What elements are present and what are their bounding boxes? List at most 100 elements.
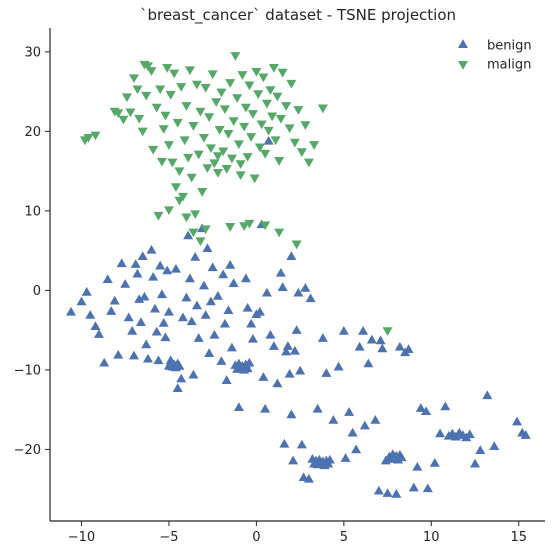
- malign-point: [265, 86, 276, 95]
- benign-point: [512, 416, 523, 426]
- malign-point: [221, 164, 232, 174]
- benign-point: [435, 428, 446, 438]
- benign-point: [246, 318, 257, 328]
- benign-point: [375, 335, 386, 345]
- benign-point: [165, 355, 176, 365]
- benign-point: [421, 406, 432, 416]
- benign-point: [113, 349, 124, 359]
- benign-point: [268, 341, 279, 350]
- benign-point: [65, 306, 76, 316]
- y-tick-label: 0: [33, 284, 41, 299]
- benign-point: [90, 321, 101, 330]
- benign-point: [344, 407, 355, 416]
- malign-point: [382, 327, 393, 336]
- malign-point: [219, 105, 230, 115]
- legend-label-benign: benign: [487, 39, 532, 54]
- benign-point: [281, 346, 292, 356]
- malign-point: [193, 150, 204, 160]
- benign-point: [415, 403, 426, 412]
- benign-point: [221, 375, 232, 385]
- benign-point: [225, 260, 236, 269]
- malign-point: [195, 237, 206, 247]
- x-axis-ticks: −10 −5 0 5 10 15: [68, 521, 527, 545]
- benign-point: [370, 415, 381, 424]
- y-tick-label: −10: [14, 363, 41, 378]
- malign-point: [256, 120, 267, 130]
- benign-point: [134, 294, 145, 303]
- malign-point: [237, 71, 248, 80]
- malign-point: [190, 210, 201, 220]
- benign-point: [85, 310, 96, 319]
- malign-point: [163, 206, 174, 216]
- benign-point: [141, 339, 152, 349]
- malign-point: [200, 225, 211, 235]
- malign-point: [253, 90, 264, 99]
- malign-point: [286, 79, 297, 89]
- benign-point: [130, 259, 141, 268]
- malign-point: [211, 98, 222, 107]
- malign-point: [214, 126, 225, 135]
- malign-point: [235, 171, 246, 181]
- benign-point: [176, 373, 187, 383]
- malign-point: [223, 130, 234, 139]
- x-tick-label: −5: [159, 530, 178, 545]
- benign-point: [156, 289, 167, 299]
- benign-point: [202, 243, 213, 253]
- benign-point: [219, 318, 230, 328]
- benign-point: [354, 341, 365, 351]
- malign-point: [244, 219, 255, 229]
- malign-point: [174, 167, 185, 177]
- malign-point: [239, 222, 250, 231]
- benign-point: [148, 271, 159, 281]
- y-tick-label: 20: [24, 125, 41, 140]
- benign-point: [358, 326, 369, 335]
- benign-point: [520, 430, 531, 439]
- malign-point: [181, 213, 192, 223]
- malign-point: [272, 92, 283, 102]
- malign-point: [172, 118, 183, 128]
- malign-point: [160, 111, 171, 121]
- benign-point: [212, 291, 223, 300]
- legend-marker-benign: [458, 39, 468, 48]
- benign-point: [177, 312, 188, 322]
- malign-point: [183, 153, 194, 163]
- benign-point: [429, 458, 440, 467]
- benign-point: [155, 260, 166, 270]
- benign-point: [366, 334, 377, 344]
- malign-point: [218, 147, 229, 157]
- malign-point: [230, 52, 241, 61]
- benign-point: [204, 348, 215, 357]
- benign-point: [76, 296, 87, 306]
- benign-point: [116, 258, 127, 268]
- malign-point: [162, 64, 173, 73]
- malign-point: [235, 160, 246, 169]
- malign-point: [134, 114, 145, 124]
- benign-point: [226, 342, 237, 352]
- malign-point: [275, 114, 286, 124]
- malign-point: [184, 66, 195, 76]
- benign-point: [265, 329, 276, 339]
- malign-point: [197, 188, 208, 197]
- benign-point: [193, 333, 204, 342]
- malign-point: [239, 122, 250, 132]
- benign-point: [228, 278, 239, 287]
- benign-point: [347, 427, 358, 437]
- malign-point: [146, 67, 157, 76]
- malign-point: [132, 85, 143, 95]
- benign-point: [198, 280, 209, 290]
- malign-point: [205, 144, 216, 154]
- malign-point: [309, 141, 320, 150]
- benign-point: [242, 363, 253, 373]
- malign-point: [263, 126, 274, 136]
- benign-point: [303, 473, 314, 483]
- benign-point: [258, 372, 269, 381]
- benign-point: [351, 444, 362, 454]
- benign-point: [464, 429, 475, 439]
- malign-point: [260, 221, 271, 231]
- benign-point: [382, 488, 393, 497]
- malign-point: [277, 68, 288, 78]
- benign-point: [233, 402, 244, 412]
- benign-point: [312, 403, 323, 413]
- benign-point: [317, 333, 328, 342]
